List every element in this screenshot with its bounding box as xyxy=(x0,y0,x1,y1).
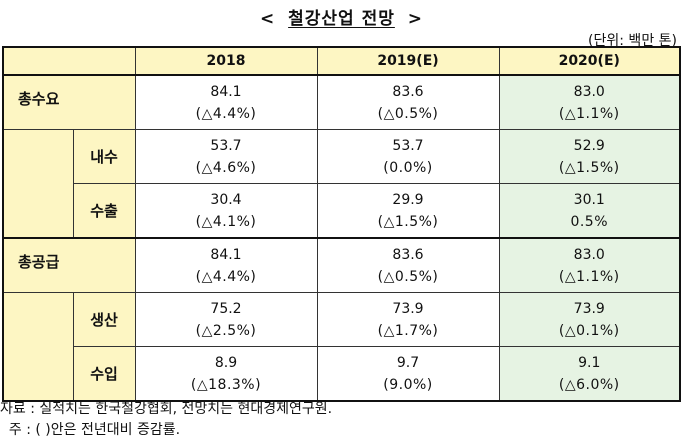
cell: 84.1 (△4.4%) xyxy=(134,74,318,130)
header-row: 2018 2019(E) 2020(E) xyxy=(2,46,681,76)
cell: 83.6 (△0.5%) xyxy=(316,237,500,293)
source-footnote: 자료 : 실적치는 한국철강협회, 전망치는 현대경제연구원. xyxy=(0,401,333,417)
group-label-demand: 총수요 xyxy=(2,74,136,130)
cell: 29.9 (△1.5%) xyxy=(316,183,500,239)
table-row: 수출 30.4 (△4.1%) 29.9 (△1.5%) 30.1 0.5% xyxy=(3,183,681,239)
row-label-production: 생산 xyxy=(72,292,136,347)
cell: 30.4 (△4.1%) xyxy=(134,183,318,239)
title-right-mark: > xyxy=(407,9,424,29)
group-spacer xyxy=(2,129,74,238)
cell: 53.7 (△4.6%) xyxy=(134,129,318,184)
row-label-export: 수출 xyxy=(72,183,136,239)
header-col-2020: 2020(E) xyxy=(498,46,681,76)
cell: 75.2 (△2.5%) xyxy=(134,292,318,347)
cell: 9.7 (9.0%) xyxy=(316,346,500,402)
note-footnote: 주 : ( )안은 전년대비 증감률. xyxy=(0,422,181,438)
header-col-2018: 2018 xyxy=(134,46,318,76)
row-label-import: 수입 xyxy=(72,346,136,402)
page-title: < 철강산업 전망 > xyxy=(0,4,683,29)
table-row: 수입 8.9 (△18.3%) 9.7 (9.0%) 9.1 (△6.0%) xyxy=(3,346,681,402)
group-label-supply: 총공급 xyxy=(2,237,136,293)
header-corner xyxy=(2,46,136,76)
group-spacer xyxy=(2,292,74,401)
table-row: 총공급 84.1 (△4.4%) 83.6 (△0.5%) 83.0 (△1.1%) xyxy=(2,237,681,293)
title-left-mark: < xyxy=(259,9,276,29)
cell: 83.0 (△1.1%) xyxy=(498,237,681,293)
header-col-2019: 2019(E) xyxy=(316,46,500,76)
outlook-table: 2018 2019(E) 2020(E) 총수요 84.1 (△4.4%) 83.… xyxy=(2,46,681,402)
cell: 8.9 (△18.3%) xyxy=(134,346,318,402)
cell: 52.9 (△1.5%) xyxy=(498,129,681,184)
cell: 83.6 (△0.5%) xyxy=(316,74,500,130)
cell: 73.9 (△0.1%) xyxy=(498,292,681,347)
row-label-domestic: 내수 xyxy=(72,129,136,184)
table-row: 생산 75.2 (△2.5%) 73.9 (△1.7%) 73.9 (△0.1%) xyxy=(2,292,681,401)
unit-label: (단위: 백만 톤) xyxy=(588,33,677,49)
cell: 84.1 (△4.4%) xyxy=(134,237,318,293)
title-text: 철강산업 전망 xyxy=(288,9,395,29)
cell: 83.0 (△1.1%) xyxy=(498,74,681,130)
cell: 73.9 (△1.7%) xyxy=(316,292,500,347)
cell: 30.1 0.5% xyxy=(498,183,681,239)
table-row: 내수 53.7 (△4.6%) 53.7 (0.0%) 52.9 (△1.5%) xyxy=(2,129,681,238)
table-row: 총수요 84.1 (△4.4%) 83.6 (△0.5%) 83.0 (△1.1%) xyxy=(2,74,681,130)
cell: 53.7 (0.0%) xyxy=(316,129,500,184)
cell: 9.1 (△6.0%) xyxy=(498,346,681,402)
